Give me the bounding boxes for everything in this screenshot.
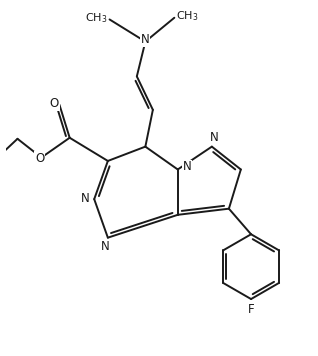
Text: CH$_3$: CH$_3$ <box>85 11 108 25</box>
Text: O: O <box>50 97 59 110</box>
Text: F: F <box>248 303 254 316</box>
Text: N: N <box>81 192 90 205</box>
Text: CH$_3$: CH$_3$ <box>176 9 198 23</box>
Text: N: N <box>141 33 150 46</box>
Text: O: O <box>35 152 44 165</box>
Text: N: N <box>101 240 109 253</box>
Text: N: N <box>183 160 192 173</box>
Text: N: N <box>210 131 219 143</box>
